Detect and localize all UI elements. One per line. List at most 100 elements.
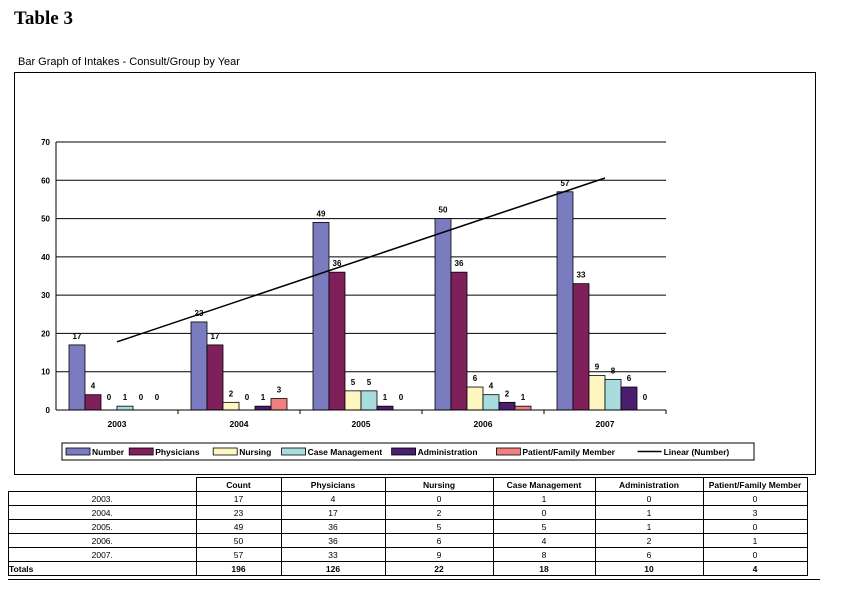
- table-cell: 2006.: [8, 533, 197, 548]
- data-label: 0: [643, 393, 648, 402]
- table-cell: 6: [384, 533, 494, 548]
- y-tick-label: 10: [41, 368, 50, 377]
- legend-label: Case Management: [308, 447, 383, 457]
- table-cell: 57: [195, 547, 282, 562]
- y-tick-label: 50: [41, 215, 50, 224]
- legend-label: Administration: [418, 447, 478, 457]
- table-row: 2005. 49 36 5 5 1 0: [8, 519, 808, 534]
- table-cell: 1: [594, 519, 704, 534]
- bar: [344, 390, 362, 411]
- table-cell: 4: [702, 561, 808, 576]
- column-header: Case Management: [492, 477, 596, 492]
- legend-swatch: [391, 447, 417, 456]
- divider: [8, 579, 820, 580]
- table-cell: 1: [702, 533, 808, 548]
- chart-frame: [14, 72, 816, 475]
- data-label: 2: [229, 389, 234, 398]
- table-row: 2007. 57 33 9 8 6 0: [8, 547, 808, 562]
- bar: [434, 218, 452, 411]
- bar: [572, 283, 590, 411]
- table-cell: 2003.: [8, 491, 197, 506]
- bar: [222, 401, 240, 411]
- data-label: 1: [261, 393, 266, 402]
- page-title: Table 3: [14, 8, 73, 29]
- bar: [588, 375, 606, 411]
- data-label: 0: [139, 393, 144, 402]
- table-row: 2006. 50 36 6 4 2 1: [8, 533, 808, 548]
- bar: [206, 344, 224, 411]
- x-tick-label: 2006: [474, 419, 493, 429]
- column-header: Count: [195, 477, 282, 492]
- table-cell: Totals: [8, 561, 197, 576]
- data-label: 17: [211, 332, 220, 341]
- column-header: Physicians: [280, 477, 386, 492]
- data-label: 4: [489, 382, 494, 391]
- data-label: 36: [455, 259, 464, 268]
- table-cell: 1: [594, 505, 704, 520]
- table-cell: 0: [594, 491, 704, 506]
- data-label: 4: [91, 382, 96, 391]
- table-cell: 17: [195, 491, 282, 506]
- data-label: 5: [367, 378, 372, 387]
- data-label: 57: [561, 179, 570, 188]
- table-cell: 4: [492, 533, 596, 548]
- legend-swatch: [65, 447, 91, 456]
- data-label: 0: [399, 393, 404, 402]
- table-cell: 23: [195, 505, 282, 520]
- bar: [190, 321, 208, 411]
- bar: [466, 386, 484, 411]
- table-cell: 18: [492, 561, 596, 576]
- table-cell: 10: [594, 561, 704, 576]
- data-label: 3: [277, 386, 282, 395]
- y-tick-label: 70: [41, 138, 50, 147]
- data-label: 0: [107, 393, 112, 402]
- table-cell: 2005.: [8, 519, 197, 534]
- data-label: 1: [521, 393, 526, 402]
- bar: [116, 405, 134, 411]
- legend-label: Patient/Family Member: [522, 447, 615, 457]
- table-cell: 36: [280, 519, 386, 534]
- table-cell: 0: [384, 491, 494, 506]
- x-tick-label: 2007: [596, 419, 615, 429]
- data-label: 17: [73, 332, 82, 341]
- table-row: 2004. 23 17 2 0 1 3: [8, 505, 808, 520]
- table-cell: 196: [195, 561, 282, 576]
- table-cell: 0: [702, 519, 808, 534]
- totals-row: Totals 196 126 22 18 10 4: [8, 561, 808, 576]
- bar: [604, 378, 622, 411]
- legend-swatch: [212, 447, 238, 456]
- column-header: [8, 477, 196, 492]
- table-cell: 126: [280, 561, 386, 576]
- legend-swatch: [128, 447, 154, 456]
- y-tick-label: 0: [46, 406, 51, 415]
- chart-subtitle: Bar Graph of Intakes - Consult/Group by …: [18, 56, 240, 68]
- bar: [312, 221, 330, 411]
- x-tick-label: 2005: [352, 419, 371, 429]
- bar: [328, 271, 346, 411]
- table-cell: 17: [280, 505, 386, 520]
- table-cell: 50: [195, 533, 282, 548]
- legend-swatch: [281, 447, 307, 456]
- table-cell: 3: [702, 505, 808, 520]
- table-cell: 2007.: [8, 547, 197, 562]
- column-header: Nursing: [384, 477, 494, 492]
- x-tick-label: 2003: [108, 419, 127, 429]
- bar: [556, 191, 574, 411]
- column-header: Administration: [594, 477, 704, 492]
- data-label: 1: [123, 393, 128, 402]
- data-label: 6: [627, 374, 632, 383]
- table-cell: 8: [492, 547, 596, 562]
- data-label: 1: [383, 393, 388, 402]
- table-cell: 22: [384, 561, 494, 576]
- data-label: 6: [473, 374, 478, 383]
- y-tick-label: 40: [41, 253, 50, 262]
- table-cell: 36: [280, 533, 386, 548]
- table-cell: 5: [492, 519, 596, 534]
- data-label: 36: [333, 259, 342, 268]
- data-label: 0: [245, 393, 250, 402]
- bar: [360, 390, 378, 411]
- data-label: 50: [439, 206, 448, 215]
- bar: [498, 401, 516, 411]
- legend-label: Number: [92, 447, 125, 457]
